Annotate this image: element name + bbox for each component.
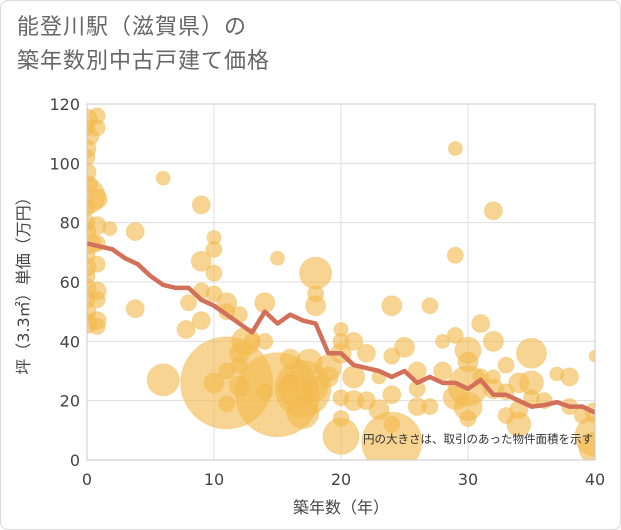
title-line-2: 築年数別中古戸建て価格: [17, 49, 271, 74]
title-line-1: 能登川駅（滋賀県）の: [17, 15, 248, 40]
bubble-point: [516, 337, 547, 369]
bubble-point: [191, 195, 211, 215]
x-tick-label: 10: [204, 470, 224, 489]
bubble-point: [344, 331, 364, 351]
bubble-point: [459, 409, 477, 427]
bubble-point: [435, 333, 451, 349]
bubble-point: [299, 256, 333, 290]
bubble-point: [125, 222, 145, 242]
bubble-point: [356, 343, 376, 363]
bubble-point: [421, 398, 439, 416]
bubble-point: [102, 221, 118, 237]
average-line-layer: [87, 241, 595, 415]
bubble-point: [190, 250, 212, 272]
bubble-point: [497, 356, 515, 374]
bubble-point: [180, 294, 198, 312]
chart-title: 能登川駅（滋賀県）の 築年数別中古戸建て価格: [17, 11, 270, 79]
y-tick-labels: 0 20 40 60 80 100 120: [49, 95, 80, 470]
y-tick-label: 120: [49, 95, 80, 114]
bubble-point: [471, 314, 491, 334]
plot-frame: [86, 103, 596, 461]
bubble-point: [205, 240, 223, 258]
bubble-point: [87, 148, 96, 166]
bubble-point: [381, 295, 403, 317]
bubble-point: [88, 119, 106, 137]
bubble-point: [447, 141, 463, 156]
bubble-point: [433, 361, 453, 381]
bubble-point: [146, 363, 180, 397]
x-tick-label: 30: [458, 470, 478, 489]
y-tick-label: 100: [49, 154, 80, 173]
bubble-point: [88, 318, 106, 335]
bubble-point: [394, 336, 415, 358]
bubble-point: [446, 246, 464, 264]
average-price-line: [87, 241, 595, 415]
bubble-point: [155, 170, 171, 186]
bubble-point: [87, 188, 108, 210]
bubble-point: [230, 356, 248, 374]
bubble-point: [446, 326, 464, 344]
x-tick-label: 0: [82, 470, 92, 489]
x-axis-label: 築年数（年）: [293, 498, 389, 517]
bubble-point: [342, 365, 366, 389]
y-axis-label: 坪（3.3㎡）単価（万円）: [14, 189, 33, 374]
x-tick-label: 40: [585, 470, 605, 489]
bubble-point: [88, 255, 106, 273]
bubble-point: [382, 385, 402, 405]
bubble-point: [305, 295, 327, 317]
x-tick-labels: 0 10 20 30 40: [82, 470, 605, 489]
bubble-point: [125, 299, 145, 319]
bubble-point: [191, 311, 211, 331]
bubble-point: [588, 349, 595, 363]
bubble-point: [176, 319, 196, 339]
bubble-size-note: 円の大きさは、取引のあった物件面積を示す: [363, 432, 593, 446]
bubble-point: [421, 297, 439, 315]
bubble-point: [270, 250, 285, 266]
x-tick-label: 20: [331, 470, 351, 489]
bubble-point: [256, 332, 274, 350]
y-tick-label: 0: [70, 451, 80, 470]
y-tick-label: 60: [60, 273, 80, 292]
bubble-point: [205, 264, 223, 282]
y-tick-label: 80: [60, 214, 80, 233]
bubble-point: [560, 367, 580, 387]
y-tick-label: 20: [60, 392, 80, 411]
bubble-point: [218, 395, 236, 413]
bubble-point: [483, 201, 503, 221]
bubble-point: [482, 330, 504, 352]
bubble-point: [578, 431, 595, 460]
bubble-layer: [87, 107, 595, 460]
bubble-point: [88, 291, 106, 309]
bubble-point: [361, 411, 423, 460]
bubble-point: [322, 417, 360, 455]
y-tick-label: 40: [60, 332, 80, 351]
